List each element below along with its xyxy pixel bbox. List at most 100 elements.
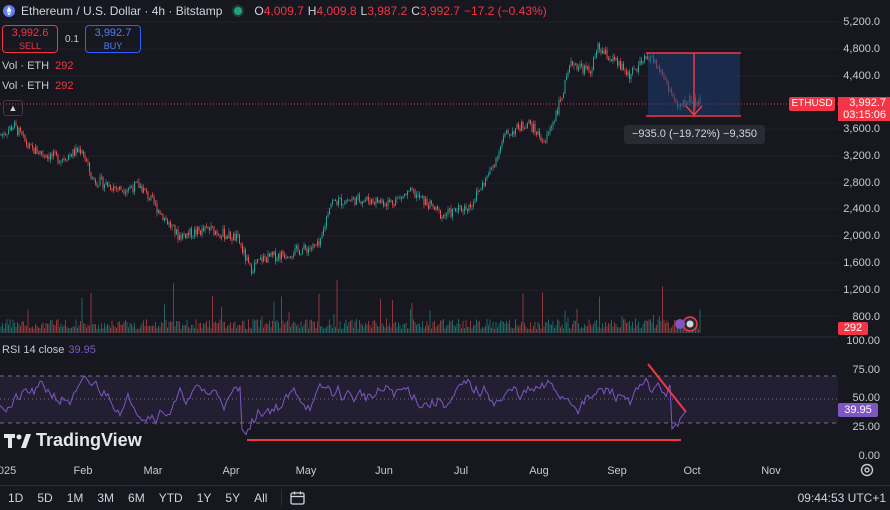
volume-bar (639, 327, 641, 333)
candle-body (590, 71, 591, 74)
volume-bar (249, 327, 251, 333)
range-1m-button[interactable]: 1M (66, 491, 84, 505)
time-axis[interactable]: 2025 Feb Mar Apr May Jun Jul Aug Sep Oct… (0, 465, 838, 483)
volume-bar (222, 321, 224, 333)
volume-bar (336, 280, 338, 333)
ethereum-icon (3, 5, 15, 17)
candle-body (23, 134, 24, 136)
range-6m-button[interactable]: 6M (128, 491, 145, 505)
price-chart[interactable] (0, 0, 838, 465)
volume-bar (291, 323, 293, 333)
candle-body (383, 200, 384, 206)
candle-body (312, 244, 314, 249)
volume-bar (209, 320, 210, 333)
candle-body (206, 226, 207, 228)
volume-bar (545, 321, 546, 333)
volume-bar (95, 324, 96, 333)
volume-bar (204, 323, 206, 333)
volume-bar (183, 325, 185, 333)
range-all-button[interactable]: All (254, 491, 268, 505)
volume-bar (125, 319, 126, 333)
candle-body (326, 216, 327, 227)
candle-body (204, 226, 206, 231)
candle-body (570, 61, 572, 66)
candle-body (309, 248, 311, 250)
candle-body (632, 68, 633, 74)
volume-bar (312, 321, 314, 333)
candle-body (510, 134, 512, 136)
price-axis-label: 1,600.0 (843, 257, 880, 269)
tradingview-logo-text: TradingView (36, 430, 142, 450)
volume-bar (425, 325, 426, 333)
measure-label[interactable]: −935.0 (−19.72%) −9,350 (624, 125, 765, 144)
candle-body (356, 196, 357, 205)
candle-body (500, 146, 501, 153)
volume-bar (221, 307, 222, 333)
volume-bar (230, 322, 231, 333)
candle-body (507, 130, 509, 135)
spread-value: 0.1 (65, 34, 79, 45)
candle-body (626, 70, 627, 75)
volume-bar (33, 328, 35, 333)
volume-bar (56, 320, 57, 333)
candle-body (201, 227, 203, 235)
volume-bar (198, 323, 200, 333)
range-ytd-button[interactable]: YTD (158, 491, 183, 505)
volume-bar (650, 319, 651, 333)
candle-body (434, 207, 435, 210)
candle-body (465, 206, 467, 210)
price-axis[interactable]: 5,200.0 4,800.0 4,400.0 3,600.0 3,200.0 … (838, 0, 890, 465)
candle-body (584, 65, 585, 74)
candle-body (410, 188, 411, 192)
volume-bar (615, 323, 617, 333)
candle-body (54, 151, 56, 153)
volume-legend-row[interactable]: Vol · ETH 292 (2, 60, 73, 72)
candle-body (479, 190, 480, 192)
candle-body (422, 196, 423, 198)
volume-bar (578, 323, 579, 333)
price-candles (0, 41, 701, 276)
candle-body (50, 153, 51, 160)
range-3m-button[interactable]: 3M (97, 491, 115, 505)
volume-bar (434, 320, 435, 333)
candle-body (578, 67, 579, 70)
volume-bar (408, 328, 410, 333)
range-5y-button[interactable]: 5Y (225, 491, 241, 505)
tradingview-logo[interactable]: TradingView (4, 430, 142, 451)
candle-body (102, 177, 104, 189)
collapse-legend-button[interactable]: ▲ (3, 100, 23, 116)
gear-icon[interactable] (860, 463, 874, 477)
utc-clock[interactable]: 09:44:53 UTC+1 (797, 491, 886, 505)
volume-bar (201, 327, 203, 333)
range-1y-button[interactable]: 1Y (196, 491, 212, 505)
symbol-title[interactable]: Ethereum / U.S. Dollar · 4h · Bitstamp (21, 4, 223, 18)
volume-bar (6, 319, 8, 333)
sell-button[interactable]: 3,992.6 SELL (2, 25, 58, 53)
volume-bar (309, 320, 311, 333)
volume-bar (663, 319, 665, 333)
volume-bar (551, 324, 552, 333)
candle-body (182, 233, 183, 240)
range-5d-button[interactable]: 5D (37, 491, 53, 505)
volume-bar (84, 323, 86, 333)
buy-button[interactable]: 3,992.7 BUY (85, 25, 141, 53)
rsi-legend[interactable]: RSI 14 close 39.95 (2, 344, 96, 356)
candle-body (482, 182, 483, 190)
range-1d-button[interactable]: 1D (8, 491, 24, 505)
candle-body (96, 183, 98, 187)
volume-bar (605, 321, 606, 333)
volume-bar (503, 321, 504, 333)
candle-body (167, 219, 168, 225)
candle-body (342, 204, 344, 206)
candle-body (612, 56, 614, 62)
volume-legend-value: 292 (55, 80, 74, 92)
ohlc-open: O4,009.7 (254, 4, 304, 18)
candle-body (24, 134, 26, 142)
volume-bar (165, 319, 167, 333)
volume-bar (474, 324, 476, 333)
calendar-range-icon[interactable] (290, 491, 306, 505)
volume-legend-row[interactable]: Vol · ETH 292 (2, 80, 73, 92)
candle-body (549, 127, 551, 133)
candle-body (374, 202, 375, 205)
